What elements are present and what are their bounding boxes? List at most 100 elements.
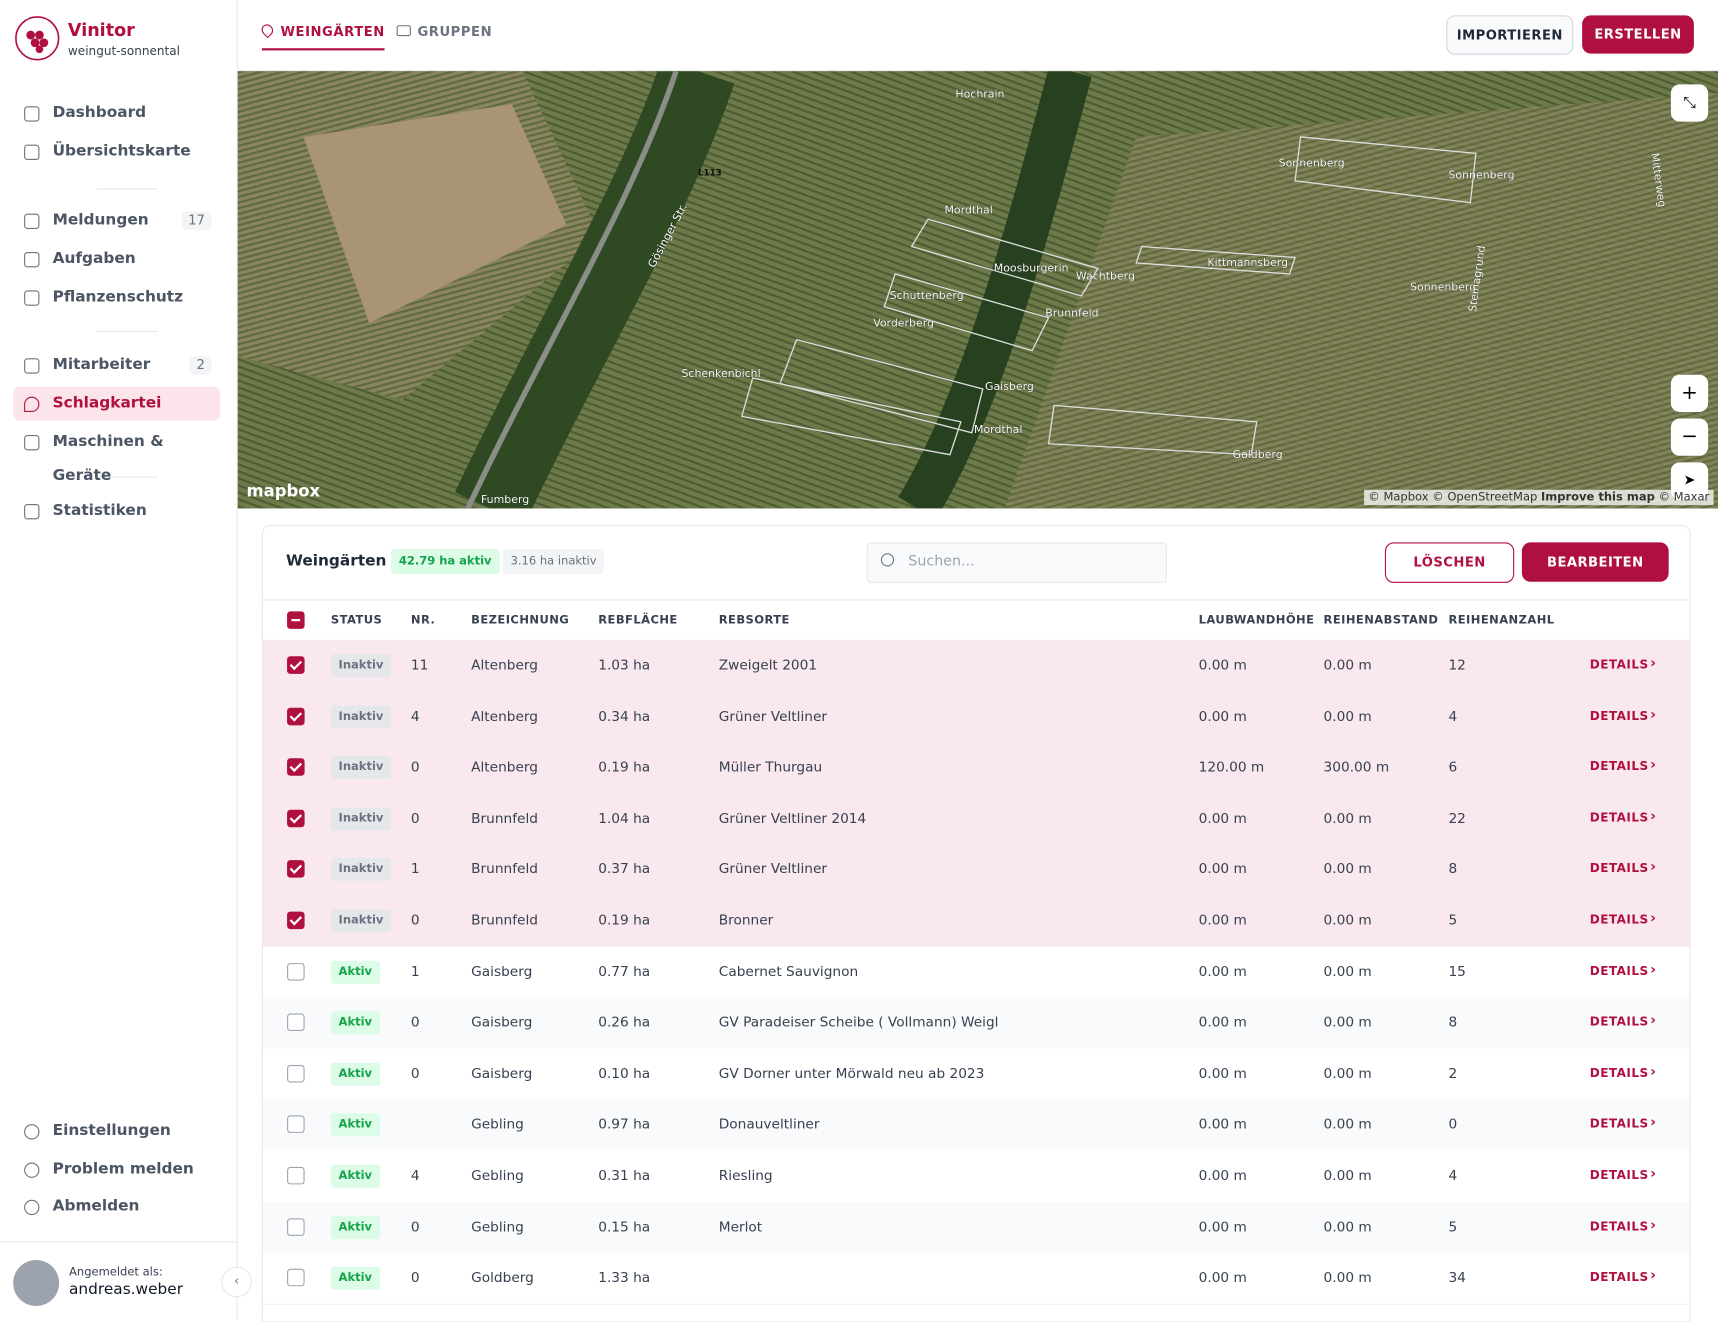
details-link[interactable]: DETAILS (1589, 1167, 1649, 1183)
row-checkbox[interactable] (287, 1217, 305, 1236)
edit-button[interactable]: BEARBEITEN (1521, 542, 1669, 582)
nav-icon (24, 396, 40, 412)
details-chevron: › (1650, 1165, 1657, 1183)
table-cell: 300.00 m (1323, 758, 1390, 775)
table-cell: 0 (410, 911, 420, 929)
nav-item[interactable]: Meldungen 17 (13, 204, 220, 238)
table-cell: 0 (410, 809, 420, 826)
nav-item[interactable]: Abmelden (13, 1190, 220, 1224)
nav-item[interactable]: Dashboard (13, 96, 220, 130)
row-checkbox[interactable] (287, 1064, 305, 1083)
nav-label: Pflanzenschutz (52, 288, 184, 306)
status-badge: Inaktiv (330, 909, 392, 933)
row-checkbox[interactable] (287, 1268, 305, 1287)
row-checkbox[interactable] (287, 809, 305, 828)
search-input[interactable]: Suchen... (866, 542, 1167, 583)
nav-item[interactable]: Übersichtskarte (13, 135, 220, 169)
nav-item[interactable]: Problem melden (13, 1153, 220, 1187)
attribution-text: © Maxar (1658, 490, 1710, 505)
table-cell: 34 (1448, 1268, 1466, 1286)
table-cell: Altenberg (471, 758, 539, 775)
details-link[interactable]: DETAILS (1589, 657, 1649, 672)
nav-label: Mitarbeiter (52, 356, 151, 374)
table-cell: 0.00 m (1323, 1217, 1372, 1235)
avatar (13, 1260, 60, 1307)
table-cell: 0.00 m (1323, 1013, 1372, 1031)
import-button[interactable]: IMPORTIEREN (1446, 15, 1574, 55)
row-checkbox[interactable] (287, 860, 305, 879)
details-link[interactable]: DETAILS (1589, 912, 1649, 927)
table-row: Inaktiv 4 Altenberg 0.34 ha Grüner Veltliner… (262, 690, 1690, 744)
row-checkbox[interactable] (287, 1013, 305, 1032)
table-row: Aktiv 0 Gebling 0.15 ha Merlot 0.00 m 0.00 m 5 D… (262, 1201, 1690, 1254)
table-cell: 0.00 m (1323, 809, 1372, 826)
table-cell: 1.04 ha (598, 809, 651, 826)
details-link[interactable]: DETAILS (1589, 1116, 1649, 1132)
improve-link[interactable]: Improve this map (1540, 490, 1655, 505)
status-badge: Inaktiv (330, 807, 392, 831)
table-cell: 0.00 m (1323, 911, 1372, 929)
nav-item[interactable]: Schlagkartei (13, 386, 221, 421)
attribution: © Mapbox © OpenStreetMap Improve this ma… (1363, 489, 1714, 506)
nav-item[interactable]: Einstellungen (13, 1114, 220, 1148)
nav-item[interactable]: Maschinen & Geräte (13, 425, 220, 484)
table-cell: Gebling (471, 1166, 524, 1184)
zoom-in-button[interactable]: + (1670, 374, 1709, 412)
details-chevron: › (1650, 1012, 1657, 1030)
nav-item[interactable]: Statistiken (13, 494, 220, 528)
table-cell: Riesling (718, 1166, 773, 1184)
details-chevron: › (1650, 1267, 1657, 1285)
details-link[interactable]: DETAILS (1589, 1219, 1649, 1234)
table-cell: Gaisberg (471, 962, 533, 980)
details-link[interactable]: DETAILS (1589, 963, 1649, 978)
table-cell: 0.19 ha (598, 758, 651, 775)
collapse-button[interactable]: ‹ (221, 1266, 253, 1298)
table-cell: 22 (1448, 809, 1466, 826)
row-checkbox[interactable] (287, 962, 305, 981)
table-row: Inaktiv 1 Brunnfeld 0.37 ha Grüner Veltliner… (262, 844, 1690, 897)
inactive-badge: 3.16 ha inaktiv (502, 548, 605, 575)
select-all-checkbox[interactable] (287, 611, 305, 629)
row-checkbox[interactable] (287, 911, 305, 930)
nav-item[interactable]: Pflanzenschutz (13, 280, 220, 314)
separator (96, 330, 158, 332)
table-cell: 1 (410, 962, 420, 980)
column-header: LAUBWANDHÖHE (1198, 613, 1315, 627)
details-link[interactable]: DETAILS (1589, 708, 1649, 723)
nav-label: Schlagkartei (52, 394, 162, 412)
create-button[interactable]: ERSTELLEN (1582, 15, 1694, 54)
details-link[interactable]: DETAILS (1589, 1014, 1649, 1030)
row-checkbox[interactable] (287, 1166, 305, 1185)
details-link[interactable]: DETAILS (1589, 759, 1649, 774)
row-checkbox[interactable] (287, 758, 305, 776)
row-checkbox[interactable] (287, 707, 305, 725)
details-link[interactable]: DETAILS (1589, 810, 1649, 825)
table-cell: 0.00 m (1323, 707, 1372, 724)
nav-item[interactable]: Aufgaben (13, 242, 220, 276)
tab[interactable]: WEINGÄRTEN (259, 21, 385, 51)
details-link[interactable]: DETAILS (1589, 1065, 1649, 1081)
details-chevron: › (1650, 655, 1657, 672)
map-label: Kittmannsberg (1207, 256, 1288, 269)
tab[interactable]: GRUPPEN (396, 24, 493, 39)
row-checkbox[interactable] (287, 1115, 305, 1134)
details-link[interactable]: DETAILS (1589, 861, 1649, 876)
delete-button[interactable]: LÖSCHEN (1384, 542, 1515, 583)
table-cell: 5 (1448, 1217, 1458, 1235)
status-badge: Aktiv (330, 1062, 380, 1086)
table: STATUS NR. BEZEICHNUNG REBFLÄCHE REBSORTE LAU… (262, 599, 1690, 1321)
row-checkbox[interactable] (287, 656, 305, 674)
status-badge: Inaktiv (330, 705, 392, 729)
fullscreen-button[interactable]: ⤡ (1670, 84, 1709, 122)
details-link[interactable]: DETAILS (1589, 1270, 1649, 1285)
column-header: NR. (410, 613, 436, 627)
table-row: Aktiv Gebling 0.97 ha Donauveltliner 0.00 m 0… (262, 1099, 1690, 1152)
table-cell: 0.00 m (1198, 1013, 1247, 1031)
status-badge: Aktiv (330, 1113, 380, 1137)
map-label: Vorderberg (873, 317, 934, 330)
details-chevron: › (1650, 1063, 1657, 1081)
table-cell: 4 (410, 707, 420, 724)
zoom-out-button[interactable]: − (1670, 418, 1709, 456)
nav-item[interactable]: Mitarbeiter 2 (13, 348, 220, 382)
details-chevron: › (1650, 808, 1657, 825)
